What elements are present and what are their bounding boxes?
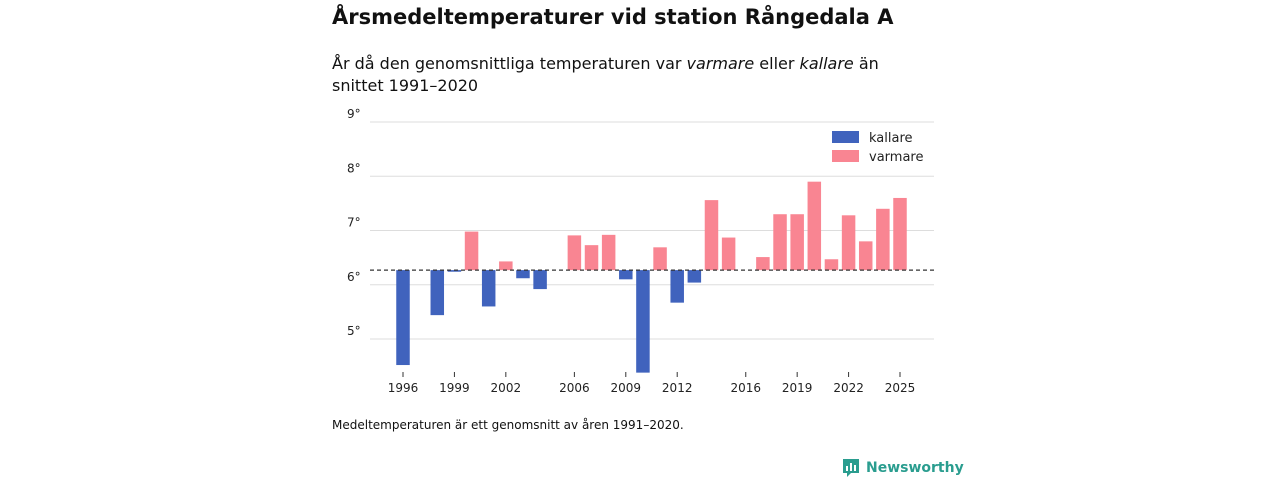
brand-name: Newsworthy — [866, 460, 964, 476]
footnote: Medeltemperaturen är ett genomsnitt av å… — [332, 418, 684, 432]
legend: kallare varmare — [832, 131, 923, 165]
x-tick-label: 1999 — [439, 381, 470, 395]
x-tick-label: 2006 — [559, 381, 590, 395]
y-tick-label: 5° — [347, 324, 361, 338]
legend-label-cold: kallare — [869, 131, 913, 146]
bar-1999 — [447, 270, 462, 272]
subtitle-text-1: År då den genomsnittliga temperaturen va… — [332, 54, 687, 73]
y-tick-label: 7° — [347, 216, 361, 230]
x-tick-label: 2025 — [885, 381, 916, 395]
bar-2007 — [584, 245, 599, 271]
y-tick-label: 6° — [347, 270, 361, 284]
temperature-bar-chart: 5° 6° 7° 8° 9° 1996 1999 2002 2006 2009 2012 2016 20… — [347, 107, 934, 395]
subtitle-text-3: än snittet 1991–2020 — [332, 54, 879, 95]
bar-2002 — [499, 261, 513, 271]
bar-2023 — [858, 241, 873, 271]
bar-2001 — [481, 270, 496, 307]
bar-2017 — [756, 257, 770, 271]
axes: 5° 6° 7° 8° 9° 1996 1999 2002 2006 2009 2012 2016 20… — [347, 107, 934, 395]
bar-2025 — [893, 197, 907, 271]
legend-label-warm: varmare — [869, 150, 923, 165]
x-tick-label: 2016 — [730, 381, 761, 395]
legend-swatch-warm — [832, 150, 859, 162]
bar-2003 — [516, 270, 530, 279]
bar-1998 — [430, 270, 445, 316]
bar-2014 — [704, 200, 719, 271]
bar-2021 — [824, 259, 839, 271]
x-tick-label: 2012 — [662, 381, 693, 395]
bar-2013 — [687, 270, 702, 283]
bar-2019 — [790, 214, 804, 271]
x-tick-label: 2019 — [782, 381, 813, 395]
subtitle-warm-word: varmare — [686, 54, 755, 73]
bar-2018 — [773, 214, 787, 271]
bar-2022 — [841, 215, 856, 271]
bar-2006 — [567, 235, 582, 271]
x-tick-label: 2009 — [611, 381, 642, 395]
x-tick-label: 2022 — [833, 381, 864, 395]
x-tick-label: 2002 — [491, 381, 522, 395]
newsworthy-logo-icon — [843, 459, 859, 477]
bar-1996 — [396, 270, 410, 366]
bar-2024 — [876, 208, 890, 271]
bar-2008 — [601, 234, 616, 271]
bars — [396, 181, 907, 373]
bar-2009 — [619, 270, 633, 280]
bar-2010 — [636, 270, 650, 373]
subtitle-cold-word: kallare — [799, 54, 854, 73]
y-tick-label: 9° — [347, 107, 361, 121]
bar-2020 — [807, 181, 822, 271]
chart-subtitle: År då den genomsnittliga temperaturen va… — [332, 53, 932, 97]
brand-logo: Newsworthy — [842, 458, 964, 478]
bar-2000 — [464, 231, 479, 271]
bar-2015 — [721, 237, 736, 271]
bar-2011 — [653, 247, 667, 271]
chart-title: Årsmedeltemperaturer vid station Rångeda… — [332, 5, 894, 29]
legend-swatch-cold — [832, 131, 859, 143]
x-tick-label: 1996 — [388, 381, 419, 395]
bar-2012 — [670, 270, 684, 303]
subtitle-text-2: eller — [754, 54, 800, 73]
gridlines — [370, 121, 934, 340]
y-tick-label: 8° — [347, 161, 361, 175]
bar-2004 — [533, 270, 547, 290]
